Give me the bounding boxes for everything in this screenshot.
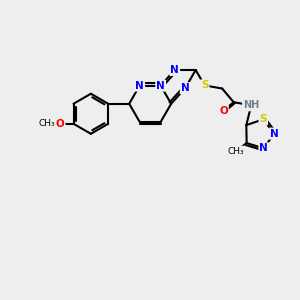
Text: O: O	[219, 106, 228, 116]
Text: N: N	[135, 81, 144, 91]
Text: CH₃: CH₃	[38, 119, 55, 128]
Text: NH: NH	[243, 100, 259, 110]
Text: CH₃: CH₃	[228, 147, 244, 156]
Text: O: O	[56, 119, 64, 129]
Text: N: N	[270, 129, 278, 139]
Text: N: N	[170, 65, 179, 75]
Text: N: N	[260, 143, 268, 153]
Text: S: S	[201, 80, 208, 90]
Text: N: N	[156, 81, 165, 91]
Text: S: S	[260, 114, 267, 124]
Text: N: N	[181, 83, 190, 93]
